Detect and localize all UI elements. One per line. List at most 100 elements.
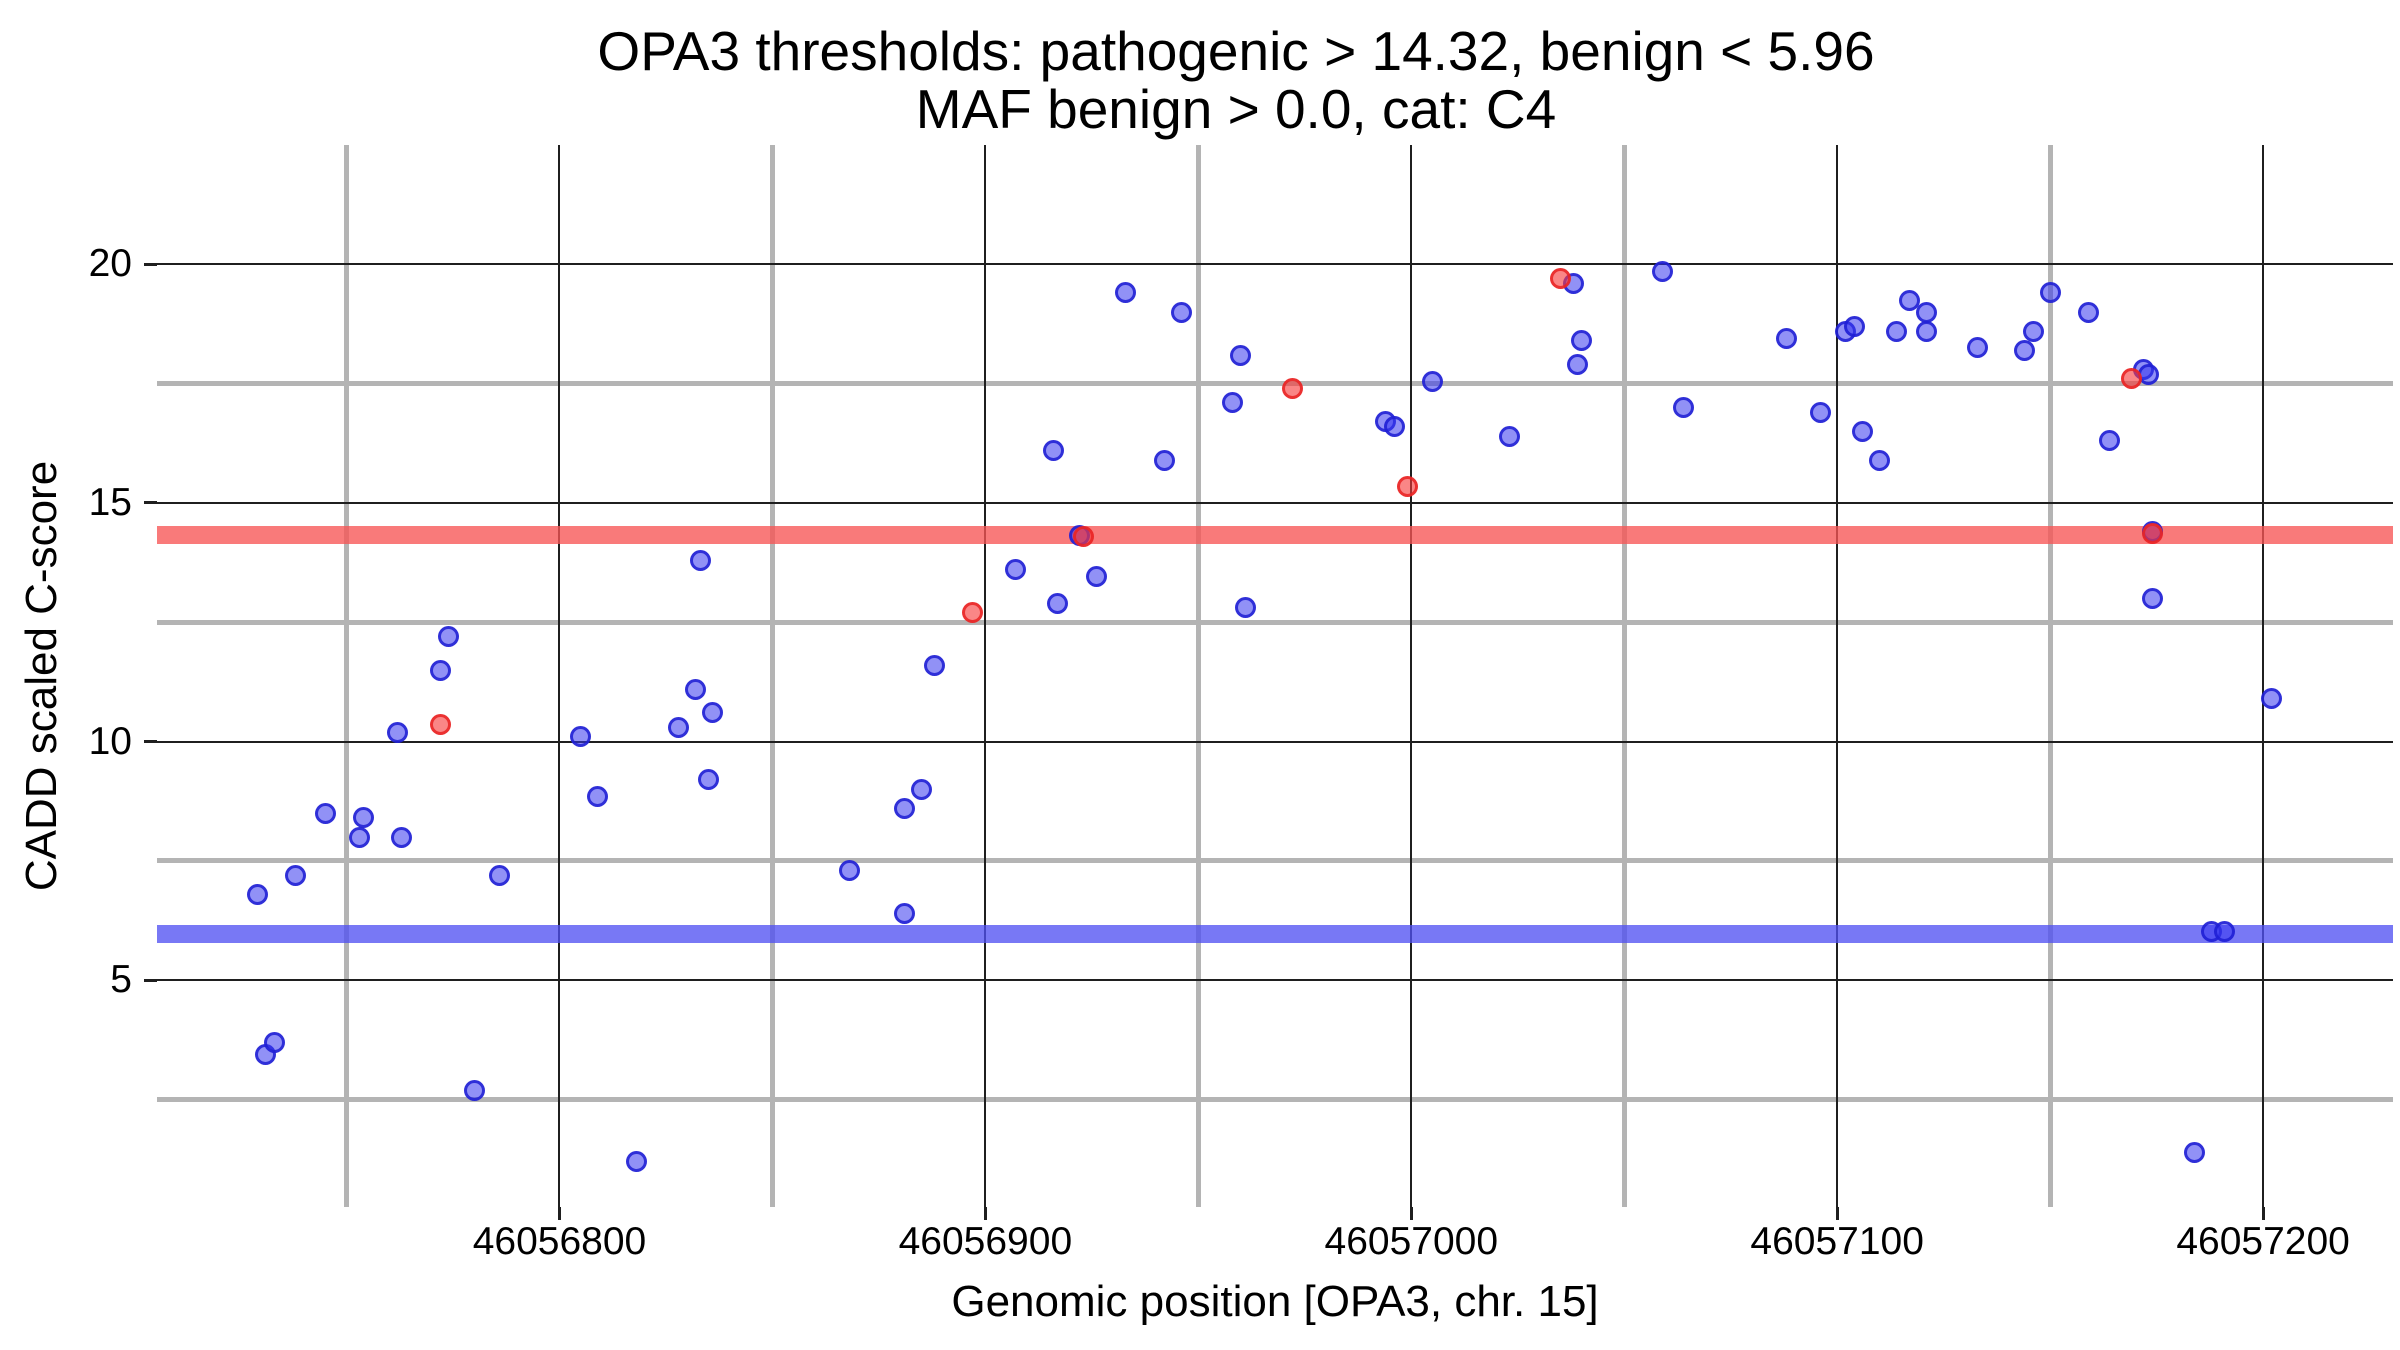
scatter-point-blue xyxy=(1004,559,1026,581)
gridline-y-minor xyxy=(157,619,2393,625)
scatter-point-blue xyxy=(1852,420,1874,442)
scatter-point-red xyxy=(2141,522,2163,544)
scatter-point-blue xyxy=(1085,566,1107,588)
scatter-point-blue xyxy=(463,1079,485,1101)
gridline-y-minor xyxy=(157,381,2393,387)
x-tick-label: 46056800 xyxy=(472,1220,647,1263)
scatter-point-blue xyxy=(2077,301,2099,323)
scatter-point-blue xyxy=(263,1031,285,1053)
gridline-y-major xyxy=(157,979,2393,982)
scatter-point-blue xyxy=(1115,282,1137,304)
gridline-x-minor xyxy=(1621,145,1627,1207)
y-tick-mark xyxy=(144,978,157,982)
gridline-x-major xyxy=(558,145,561,1207)
x-tick-mark xyxy=(557,1207,561,1220)
gridline-y-major xyxy=(157,263,2393,266)
y-tick-label: 15 xyxy=(88,480,132,524)
scatter-point-blue xyxy=(1571,330,1593,352)
scatter-point-blue xyxy=(2099,430,2121,452)
scatter-point-blue xyxy=(1916,320,1938,342)
scatter-point-red xyxy=(1072,525,1094,547)
scatter-point-blue xyxy=(1221,392,1243,414)
plot-panel xyxy=(157,145,2393,1207)
gridline-x-minor xyxy=(769,145,775,1207)
scatter-point-blue xyxy=(314,802,336,824)
scatter-point-blue xyxy=(1170,301,1192,323)
scatter-point-blue xyxy=(246,883,268,905)
scatter-point-blue xyxy=(1047,592,1069,614)
title-line-2: MAF benign > 0.0, cat: C4 xyxy=(915,78,1557,140)
y-axis-title: CADD scaled C-score xyxy=(17,460,66,892)
scatter-point-blue xyxy=(1886,320,1908,342)
x-tick-label: 46057100 xyxy=(1750,1220,1924,1263)
x-tick-mark xyxy=(2261,1207,2265,1220)
scatter-point-red xyxy=(962,602,984,624)
y-tick-label: 20 xyxy=(88,242,132,286)
scatter-point-blue xyxy=(2014,339,2036,361)
scatter-point-blue xyxy=(1775,327,1797,349)
scatter-point-blue xyxy=(391,826,413,848)
y-tick-mark xyxy=(144,501,157,505)
scatter-point-blue xyxy=(2141,587,2163,609)
scatter-point-blue xyxy=(1043,439,1065,461)
gridline-y-major xyxy=(157,501,2393,504)
x-tick-label: 46057000 xyxy=(1324,1220,1499,1263)
scatter-point-blue xyxy=(2261,688,2283,710)
scatter-point-blue xyxy=(1230,344,1252,366)
scatter-point-red xyxy=(1549,268,1571,290)
scatter-point-blue xyxy=(689,549,711,571)
scatter-point-blue xyxy=(625,1151,647,1173)
scatter-point-blue xyxy=(685,678,707,700)
scatter-point-red xyxy=(1396,475,1418,497)
scatter-point-blue xyxy=(923,654,945,676)
scatter-point-blue xyxy=(1809,401,1831,423)
scatter-point-blue xyxy=(1498,425,1520,447)
scatter-point-blue xyxy=(668,716,690,738)
x-tick-label: 46056900 xyxy=(898,1220,1073,1263)
scatter-point-blue xyxy=(1422,370,1444,392)
x-tick-mark xyxy=(1835,1207,1839,1220)
pathogenic-threshold-line xyxy=(157,526,2393,545)
y-tick-mark xyxy=(144,740,157,744)
scatter-point-red xyxy=(2120,368,2142,390)
scatter-point-blue xyxy=(1153,449,1175,471)
scatter-point-blue xyxy=(1673,397,1695,419)
scatter-point-blue xyxy=(489,864,511,886)
x-axis-title: Genomic position [OPA3, chr. 15] xyxy=(951,1277,1599,1326)
scatter-point-blue xyxy=(2039,282,2061,304)
scatter-point-blue xyxy=(587,786,609,808)
scatter-point-blue xyxy=(438,626,460,648)
scatter-point-blue xyxy=(893,797,915,819)
gridline-x-minor xyxy=(2047,145,2053,1207)
scatter-point-blue xyxy=(429,659,451,681)
scatter-point-blue xyxy=(910,778,932,800)
gridline-x-major xyxy=(984,145,987,1207)
scatter-point-blue xyxy=(702,702,724,724)
scatter-point-blue xyxy=(353,807,375,829)
gridline-x-major xyxy=(2262,145,2265,1207)
scatter-point-blue xyxy=(1566,354,1588,376)
gridline-x-major xyxy=(1410,145,1413,1207)
scatter-point-blue xyxy=(1869,449,1891,471)
scatter-point-blue xyxy=(893,902,915,924)
gridline-x-minor xyxy=(1195,145,1201,1207)
scatter-point-blue xyxy=(2184,1141,2206,1163)
scatter-point-blue xyxy=(1916,301,1938,323)
scatter-point-blue xyxy=(1383,416,1405,438)
scatter-point-blue xyxy=(1967,337,1989,359)
scatter-point-blue xyxy=(2214,920,2236,942)
scatter-point-red xyxy=(1281,377,1303,399)
title-line-1: OPA3 thresholds: pathogenic > 14.32, ben… xyxy=(597,20,1875,82)
scatter-point-blue xyxy=(838,860,860,881)
scatter-point-blue xyxy=(1843,315,1865,337)
scatter-point-blue xyxy=(348,826,370,848)
scatter-point-blue xyxy=(1234,597,1256,619)
gridline-x-minor xyxy=(344,145,350,1207)
x-tick-label: 46057200 xyxy=(2176,1220,2350,1263)
y-tick-label: 10 xyxy=(88,719,132,763)
x-tick-mark xyxy=(983,1207,987,1220)
x-tick-mark xyxy=(1409,1207,1413,1220)
y-tick-label: 5 xyxy=(110,958,132,1002)
gridline-y-minor xyxy=(157,1097,2393,1103)
